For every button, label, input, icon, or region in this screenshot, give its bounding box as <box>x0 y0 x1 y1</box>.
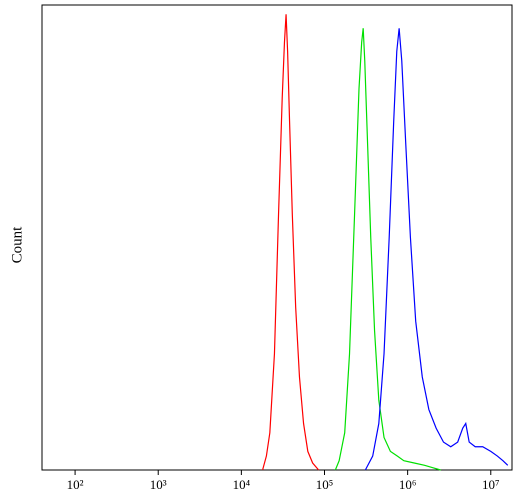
x-tick-label: 10³ <box>150 477 167 492</box>
histogram-line <box>364 28 509 471</box>
plot-frame <box>41 4 513 471</box>
y-axis-label: Count <box>9 226 25 264</box>
x-tick-label: 10⁶ <box>399 477 417 492</box>
x-tick-label: 10² <box>67 477 84 492</box>
histogram-line <box>262 14 320 471</box>
x-tick-label: 10⁵ <box>316 477 334 492</box>
histogram-line <box>334 28 441 471</box>
x-tick-label: 10⁷ <box>482 477 500 492</box>
x-tick-label: 10⁴ <box>233 477 251 492</box>
